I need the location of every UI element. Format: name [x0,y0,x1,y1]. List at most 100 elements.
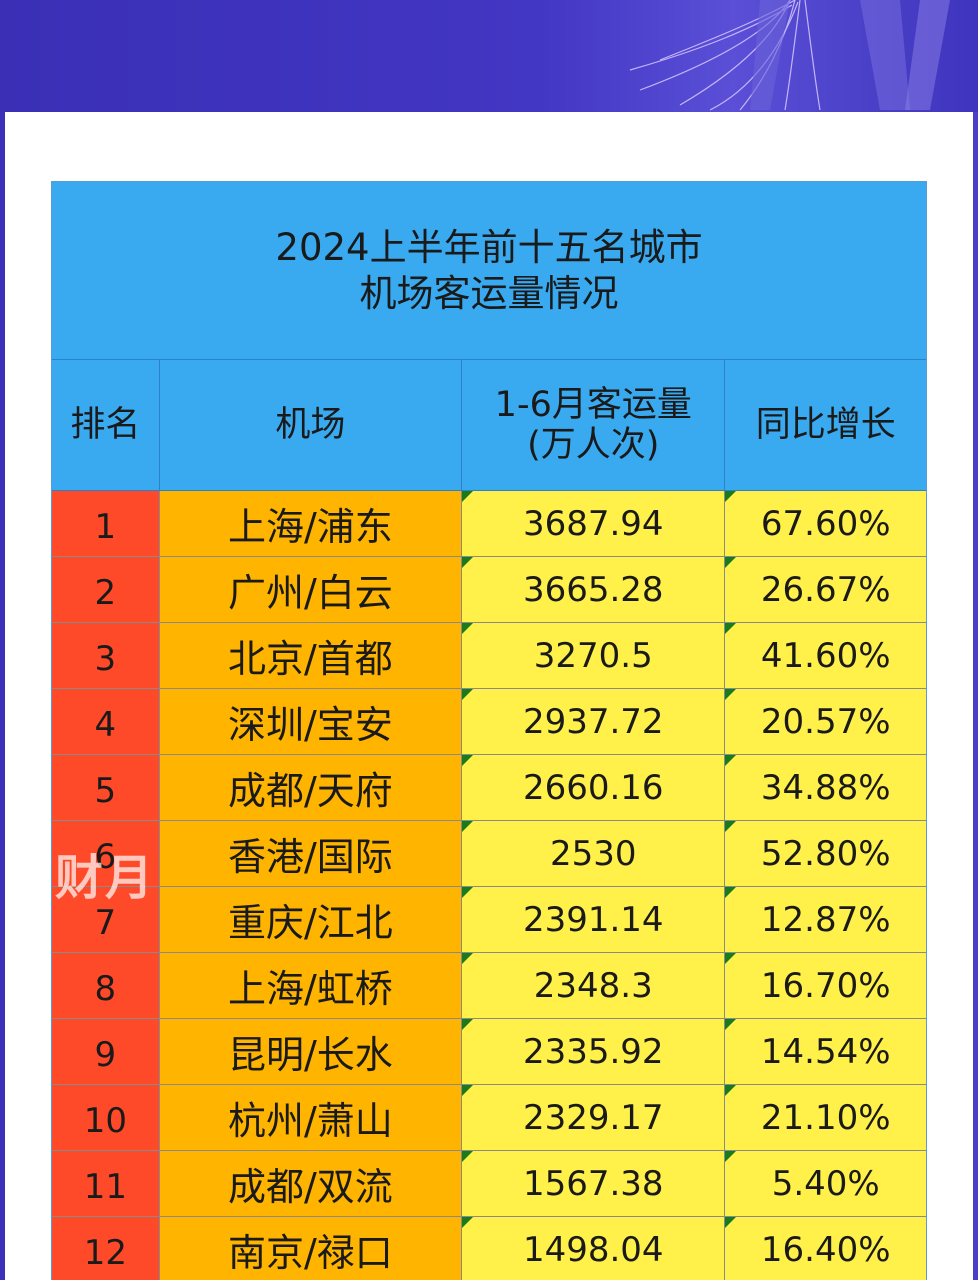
cell-marker-icon [725,1085,737,1096]
rank-cell-text: 8 [94,968,117,1009]
growth-cell-text: 41.60% [760,635,891,676]
rank-cell-text: 10 [83,1100,127,1141]
header-volume-line-2: (万人次) [527,425,660,465]
table-row: 11 成都/双流 1567.38 5.40% [52,1151,926,1217]
rank-cell: 3 [52,623,160,688]
rank-cell-text: 6 [94,836,117,877]
airport-cell-text: 北京/首都 [228,637,393,681]
cell-marker-icon [462,1151,474,1162]
airport-cell: 北京/首都 [159,623,463,688]
growth-cell-text: 16.40% [760,1229,891,1270]
growth-cell: 34.88% [725,755,926,820]
rank-cell: 8 [52,953,160,1018]
table-row: 9 昆明/长水 2335.92 14.54% [52,1019,926,1085]
airport-cell: 广州/白云 [159,557,463,622]
growth-cell-text: 67.60% [760,503,891,544]
airport-cell: 重庆/江北 [159,887,463,952]
table-title: 2024上半年前十五名城市 机场客运量情况 [52,182,926,360]
volume-cell-text: 2348.3 [533,965,653,1006]
airport-cell-text: 上海/浦东 [228,505,393,549]
table-row: 10 杭州/萧山 2329.17 21.10% [52,1085,926,1151]
decorative-tassel-graphic [629,0,950,111]
growth-cell: 52.80% [725,821,926,886]
airport-cell-text: 杭州/萧山 [228,1099,393,1143]
airport-cell: 深圳/宝安 [159,689,463,754]
cell-marker-icon [725,557,737,568]
volume-cell-text: 3665.28 [522,569,664,610]
growth-cell: 14.54% [725,1019,926,1084]
table-body: 1 上海/浦东 3687.94 67.60% 2 广州/白云 3665.28 26.67% 3 北… [52,491,926,1280]
volume-cell-text: 2530 [549,833,637,874]
airport-cell-text: 昆明/长水 [228,1033,393,1077]
airport-cell-text: 南京/禄口 [228,1231,393,1275]
left-frame [0,112,5,1280]
cell-marker-icon [725,755,737,766]
volume-cell-text: 1498.04 [522,1229,664,1270]
cell-marker-icon [462,689,474,700]
cell-marker-icon [462,1217,474,1228]
cell-marker-icon [462,623,474,634]
airport-cell-text: 重庆/江北 [228,901,393,945]
growth-cell-text: 16.70% [760,965,891,1006]
growth-cell: 16.70% [725,953,926,1018]
volume-cell: 3687.94 [462,491,726,556]
airport-cell-text: 上海/虹桥 [228,967,393,1011]
growth-cell-text: 12.87% [760,899,891,940]
airport-cell: 南京/禄口 [159,1217,463,1280]
volume-cell-text: 2335.92 [522,1031,664,1072]
volume-cell-text: 3687.94 [522,503,664,544]
airport-cell: 成都/天府 [159,755,463,820]
airport-cell-text: 香港/国际 [228,835,393,879]
rank-cell: 4 [52,689,160,754]
rank-cell-text: 4 [94,704,117,745]
volume-cell: 3665.28 [462,557,726,622]
cell-marker-icon [725,491,737,502]
cell-marker-icon [462,887,474,898]
airport-cell-text: 成都/天府 [228,769,393,813]
table-row: 2 广州/白云 3665.28 26.67% [52,557,926,623]
cell-marker-icon [725,1151,737,1162]
airport-cell-text: 深圳/宝安 [228,703,393,747]
header-volume-line-1: 1-6月客运量 [494,385,692,425]
watermark-text: 财月 [55,850,156,906]
table-header-row: 排名 机场 1-6月客运量 (万人次) 同比增长 [52,360,926,491]
airport-cell: 杭州/萧山 [159,1085,463,1150]
rank-cell-text: 9 [94,1034,117,1075]
table-row: 5 成都/天府 2660.16 34.88% [52,755,926,821]
volume-cell: 2335.92 [462,1019,726,1084]
cell-marker-icon [462,491,474,502]
right-frame [973,112,978,1280]
cell-marker-icon [725,821,737,832]
volume-cell-text: 2391.14 [522,899,664,940]
rank-cell-text: 1 [94,506,117,547]
cell-marker-icon [462,821,474,832]
growth-cell: 5.40% [725,1151,926,1216]
airport-cell-text: 广州/白云 [228,571,393,615]
growth-cell: 20.57% [725,689,926,754]
title-line-2: 机场客运量情况 [359,271,619,315]
cell-marker-icon [725,887,737,898]
header-rank: 排名 [52,360,160,490]
volume-cell: 2391.14 [462,887,726,952]
airport-cell: 昆明/长水 [159,1019,463,1084]
rank-cell: 5 [52,755,160,820]
table-row: 7 重庆/江北 2391.14 12.87% [52,887,926,953]
growth-cell-text: 52.80% [760,833,891,874]
top-banner [0,0,978,112]
airport-ranking-table: 2024上半年前十五名城市 机场客运量情况 排名 机场 1-6月客运量 (万人次… [51,181,927,1280]
growth-cell-text: 14.54% [760,1031,891,1072]
rank-cell-text: 2 [94,572,117,613]
volume-cell: 1567.38 [462,1151,726,1216]
airport-cell: 上海/浦东 [159,491,463,556]
volume-cell: 2329.17 [462,1085,726,1150]
rank-cell-text: 12 [83,1232,127,1273]
rank-cell: 12 [52,1217,160,1280]
airport-cell: 成都/双流 [159,1151,463,1216]
volume-cell-text: 3270.5 [533,635,653,676]
volume-cell: 2937.72 [462,689,726,754]
rank-cell: 2 [52,557,160,622]
rank-cell: 10 [52,1085,160,1150]
growth-cell: 26.67% [725,557,926,622]
header-volume: 1-6月客运量 (万人次) [462,360,726,490]
volume-cell: 2530 [462,821,726,886]
